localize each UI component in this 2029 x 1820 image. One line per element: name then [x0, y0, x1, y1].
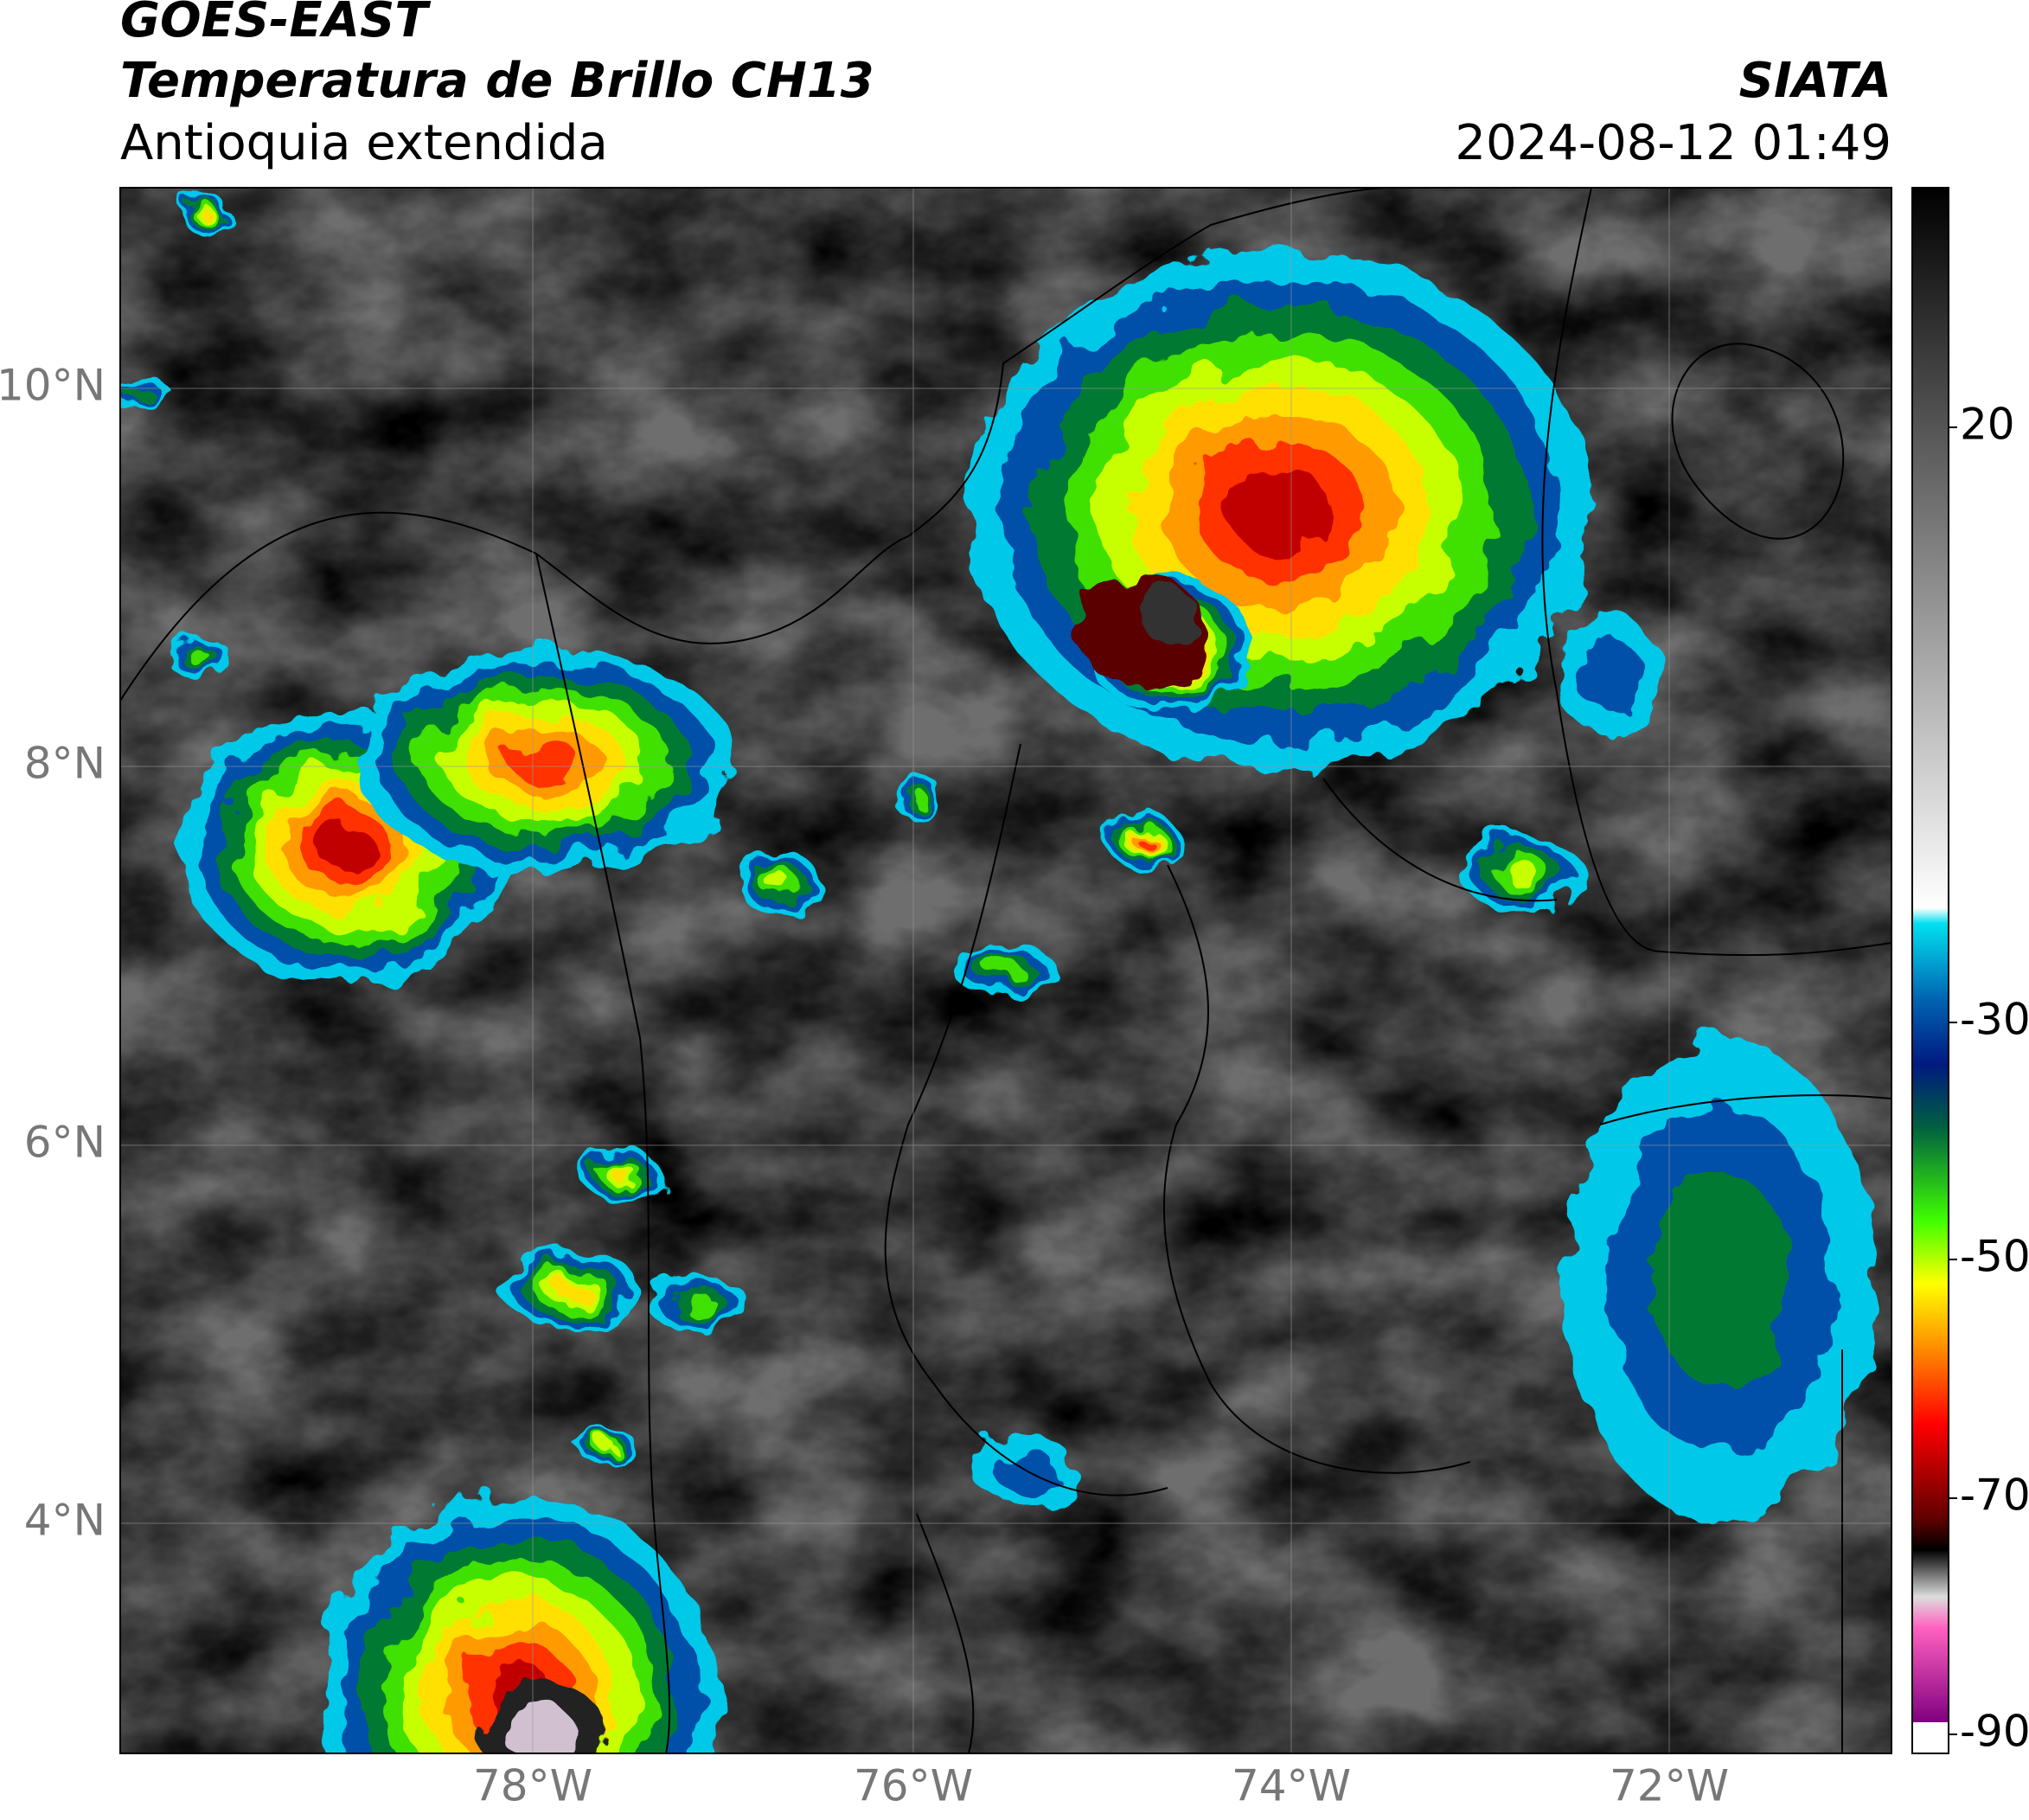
storm-ring [1135, 833, 1149, 845]
colorbar-scale [1911, 187, 1949, 1754]
border [1599, 1094, 1891, 1753]
lat-labels: 10°N 8°N 6°N 4°N [0, 361, 106, 1546]
storm-ring [613, 1170, 632, 1183]
department-border [884, 743, 1168, 1496]
coastline [120, 362, 1004, 702]
colorbar-tick-label: -90 [1960, 1707, 2029, 1757]
border [1541, 188, 1891, 957]
storm-ring [1652, 1172, 1790, 1388]
storm-ring [554, 1279, 588, 1298]
storm-ring [907, 788, 926, 804]
satellite-title: GOES-EAST [120, 0, 431, 48]
storm-ring [187, 651, 211, 663]
storm-ring [682, 1297, 719, 1316]
storm-ring [985, 959, 1021, 978]
lon-label: 74°W [1232, 1761, 1351, 1811]
storm-cells [120, 199, 1877, 1753]
storm-ring [1228, 467, 1332, 554]
storm-ring [509, 740, 580, 783]
lake-maracaibo [1671, 343, 1845, 540]
storm-core [502, 1708, 579, 1753]
storm-ring [597, 1439, 614, 1450]
map-frame [119, 187, 1892, 1754]
lat-label: 6°N [24, 1118, 106, 1168]
lon-labels: 78°W 76°W 74°W 72°W [473, 1761, 1729, 1811]
lat-label: 10°N [0, 361, 106, 411]
lon-label: 72°W [1610, 1761, 1729, 1811]
graticule [120, 188, 1891, 1753]
product-title: Temperatura de Brillo CH13 [120, 53, 874, 109]
storm-ring [1577, 637, 1641, 713]
colorbar-tick-label: -70 [1960, 1471, 2029, 1521]
coastline [1002, 188, 1385, 364]
department-border [1162, 864, 1471, 1474]
colorbar: 20 -30 -50 -70 -90 [1911, 187, 2029, 1757]
lat-label: 4°N [24, 1496, 106, 1546]
datetime-label: 2024-08-12 01:49 [1455, 115, 1891, 171]
storm-ring [318, 824, 374, 871]
source-label: SIATA [1739, 53, 1891, 109]
lon-label: 76°W [854, 1761, 973, 1811]
colorbar-tick-label: -50 [1960, 1232, 2029, 1282]
storm-ring [201, 212, 214, 221]
colorbar-tick-label: -30 [1960, 995, 2029, 1045]
lon-label: 78°W [473, 1761, 592, 1811]
storm-ring [123, 388, 154, 400]
storm-ring [1505, 862, 1539, 885]
region-subtitle: Antioquia extendida [120, 115, 608, 171]
map-area [120, 188, 1891, 1753]
storm-ring [767, 872, 790, 893]
colorbar-tick-label: 20 [1960, 400, 2015, 450]
storm-core [1137, 588, 1198, 640]
department-border [916, 778, 1558, 1753]
lat-label: 8°N [24, 739, 106, 789]
